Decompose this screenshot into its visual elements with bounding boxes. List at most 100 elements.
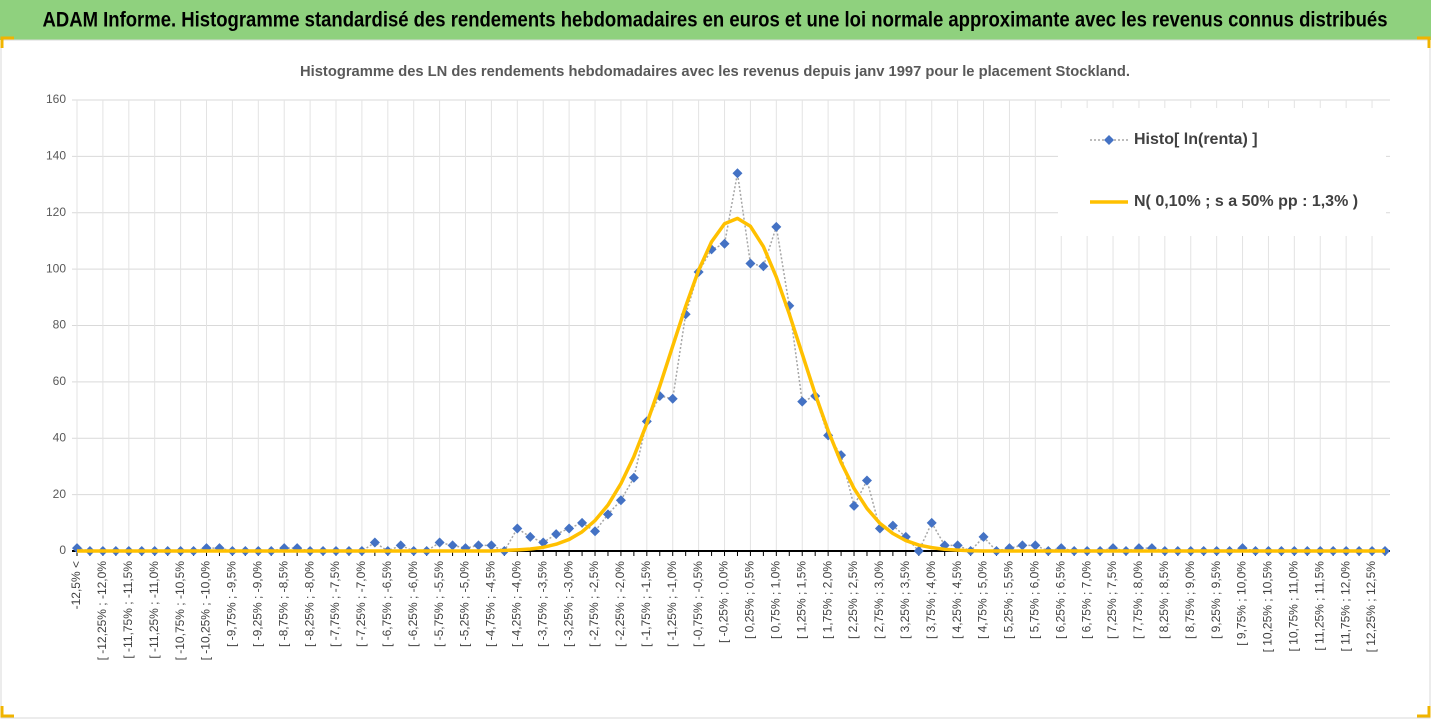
marker [369, 537, 380, 548]
x-tick-label: [ -10,75% ; -10,5% [173, 561, 187, 661]
y-tick-label: 20 [53, 487, 67, 501]
x-tick-label: [ 11,25% ; 11,5% [1312, 561, 1326, 651]
x-tick-label: [ 6,75% ; 7,0% [1079, 561, 1093, 639]
x-tick-label: [ 4,75% ; 5,0% [976, 561, 990, 639]
x-tick-label: [ -5,25% ; -5,0% [458, 561, 472, 647]
marker [602, 509, 613, 520]
x-tick-label: [ -11,75% ; -11,5% [121, 561, 135, 659]
legend-label: N( 0,10% ; s a 50% pp : 1,3% ) [1134, 193, 1358, 210]
marker [952, 540, 963, 551]
marker [745, 258, 756, 269]
legend-items: Histo[ ln(renta) ] N( 0,10% ; s a 50% pp … [1090, 131, 1358, 210]
x-tick-label: [ -7,25% ; -7,0% [354, 561, 368, 647]
page-title: ADAM Informe. Histogramme standardisé de… [43, 9, 1388, 32]
y-tick-label: 80 [53, 318, 67, 332]
chart-title: Histogramme des LN des rendements hebdom… [300, 63, 1130, 80]
plot [72, 168, 1390, 556]
x-tick-label: [ -5,75% ; -5,5% [432, 561, 446, 647]
x-tick-label: [ -3,75% ; -3,5% [535, 561, 549, 647]
x-tick-label: [ -11,25% ; -11,0% [147, 561, 161, 659]
x-tick-label: [ -2,25% ; -2,0% [613, 561, 627, 647]
x-tick-label: [ 10,75% ; 11,0% [1287, 561, 1301, 652]
x-tick-label: [ 5,75% ; 6,0% [1028, 561, 1042, 639]
x-tick-label: [ -9,25% ; -9,0% [250, 561, 264, 647]
x-tick-label: [ -10,25% ; -10,0% [199, 561, 213, 661]
x-tick-label: [ -8,25% ; -8,0% [302, 561, 316, 647]
x-tick-label: [ -1,25% ; -1,0% [665, 561, 679, 647]
y-tick-label: 0 [59, 543, 66, 557]
marker [615, 495, 626, 506]
x-tick-label: [ 3,75% ; 4,0% [924, 561, 938, 639]
x-tick-label: [ -0,25% ; 0,0% [717, 561, 731, 643]
marker [434, 537, 445, 548]
x-tick-label: [ -6,25% ; -6,0% [406, 561, 420, 647]
marker [732, 168, 743, 179]
legend-label: Histo[ ln(renta) ] [1134, 131, 1258, 148]
marker [926, 517, 937, 528]
banner [0, 0, 1431, 40]
x-tick-label: [ 12,25% ; 12,5% [1364, 561, 1378, 653]
marker [849, 500, 860, 511]
marker [771, 221, 782, 232]
x-tick-label: [ 2,25% ; 2,5% [846, 561, 860, 639]
y-tick-label: 120 [46, 205, 66, 219]
x-tick-label: [ 7,25% ; 7,5% [1105, 561, 1119, 639]
x-tick-label: [ 6,25% ; 6,5% [1053, 561, 1067, 639]
x-tick-label: [ -4,75% ; -4,5% [484, 561, 498, 647]
x-tick-label: [ 3,25% ; 3,5% [898, 561, 912, 639]
marker [551, 529, 562, 540]
x-tick-label: [ -0,75% ; -0,5% [691, 561, 705, 647]
y-tick-label: 140 [46, 149, 66, 163]
x-tick-label: [ -9,75% ; -9,5% [225, 561, 239, 647]
x-tick-label: [ -8,75% ; -8,5% [276, 561, 290, 647]
marker [1017, 540, 1028, 551]
x-tick-label: [ 9,75% ; 10,0% [1235, 561, 1249, 646]
marker [486, 540, 497, 551]
y-tick-label: 160 [46, 92, 66, 106]
marker [628, 472, 639, 483]
y-tick-label: 60 [53, 374, 67, 388]
marker [473, 540, 484, 551]
x-tick-label: [ -7,75% ; -7,5% [328, 561, 342, 647]
marker [667, 393, 678, 404]
x-tick-label: [ 8,75% ; 9,0% [1183, 561, 1197, 639]
x-tick-label: [ 1,75% ; 2,0% [820, 561, 834, 639]
marker [564, 523, 575, 534]
x-tick-label: [ -2,75% ; -2,5% [587, 561, 601, 647]
x-tick-label: [ 0,25% ; 0,5% [743, 561, 757, 639]
x-tick-label: [ -3,25% ; -3,0% [561, 561, 575, 647]
x-tick-label: [ -1,75% ; -1,5% [639, 561, 653, 647]
series-line [77, 216, 1385, 553]
marker [525, 531, 536, 542]
marker [797, 396, 808, 407]
marker [978, 531, 989, 542]
grid: 0 20 40 60 80 100 120 140 160 -12,5% < [ -12,25% ;… [46, 92, 1390, 660]
legend-symbol [1104, 135, 1114, 145]
x-tick-label: [ -4,25% ; -4,0% [509, 561, 523, 647]
x-tick-label: [ 10,25% ; 10,5% [1261, 561, 1275, 653]
marker [395, 540, 406, 551]
x-tick-label: [ 9,25% ; 9,5% [1209, 561, 1223, 639]
legend [1058, 108, 1386, 236]
marker [861, 475, 872, 486]
x-tick-label: [ 8,25% ; 8,5% [1157, 561, 1171, 639]
marker [447, 540, 458, 551]
corner-marks [0, 36, 1431, 718]
x-tick-label: [ 11,75% ; 12,0% [1338, 561, 1352, 652]
marker [719, 238, 730, 249]
marker [1030, 540, 1041, 551]
y-tick-label: 40 [53, 430, 67, 444]
marker [512, 523, 523, 534]
x-tick-label: [ 5,25% ; 5,5% [1002, 561, 1016, 639]
marker [758, 261, 769, 272]
marker [887, 520, 898, 531]
x-tick-label: [ 1,25% ; 1,5% [794, 561, 808, 639]
x-tick-label: [ -12,25% ; -12,0% [95, 561, 109, 661]
x-tick-label: [ 4,25% ; 4,5% [950, 561, 964, 639]
marker [913, 546, 924, 556]
marker [590, 526, 601, 537]
y-tick-label: 100 [46, 261, 66, 275]
x-tick-label: [ 0,75% ; 1,0% [768, 561, 782, 639]
x-tick-label: [ 7,75% ; 8,0% [1131, 561, 1145, 639]
